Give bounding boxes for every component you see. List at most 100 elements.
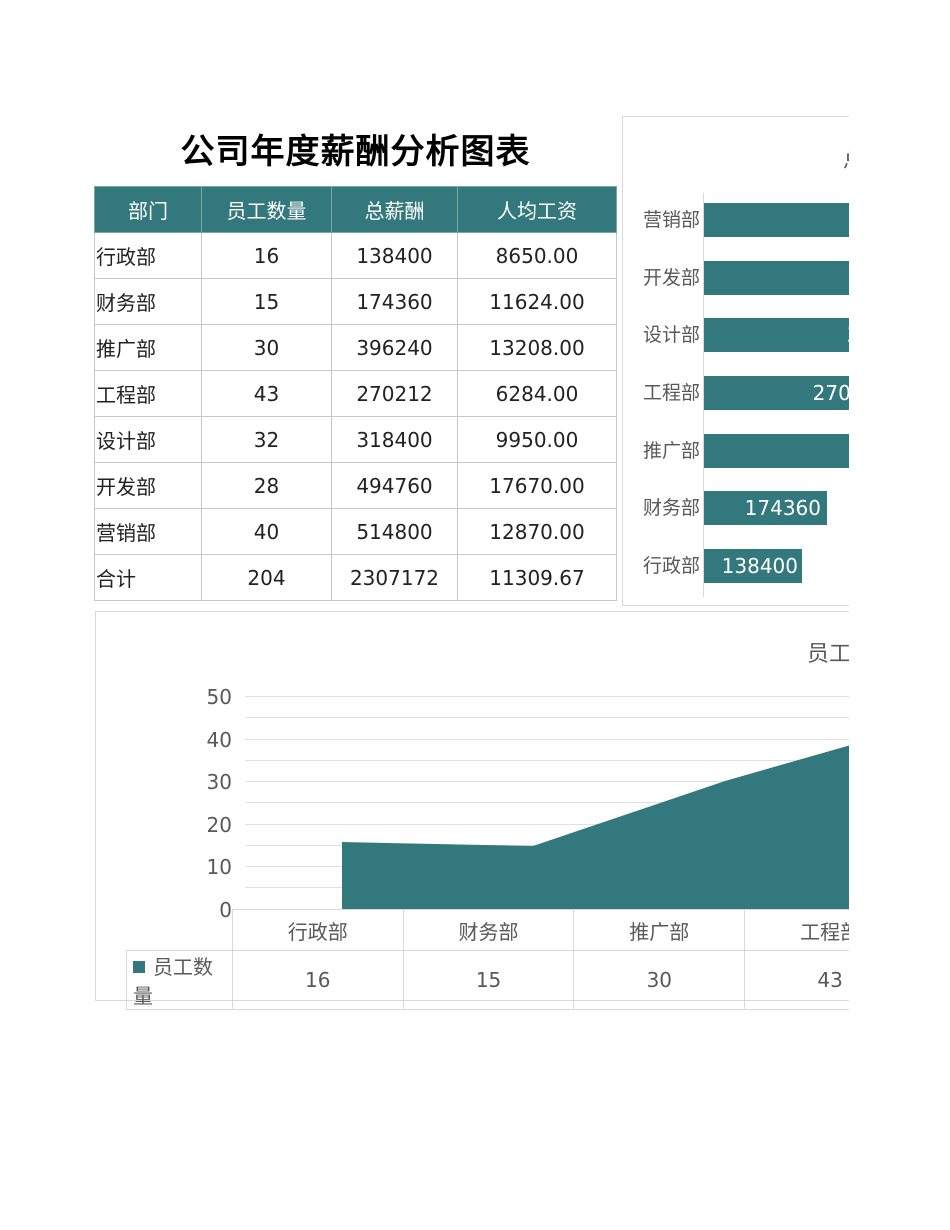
cell-dept[interactable]: 行政部 <box>94 232 202 279</box>
cell-count[interactable]: 204 <box>201 554 332 601</box>
table-row: 营销部 40 514800 12870.00 <box>94 508 617 555</box>
cell-count[interactable]: 15 <box>201 278 332 325</box>
gridline <box>245 824 849 825</box>
sheet-page: 公司年度薪酬分析图表 部门 员工数量 总薪酬 人均工资 行政部 16 13840… <box>94 116 849 1010</box>
chart-data-table: 行政部 财务部 推广部 工程部 员工数量 16 15 30 43 <box>126 909 849 1010</box>
gridline <box>245 696 849 697</box>
legend-entry[interactable]: 员工数量 <box>126 950 233 1010</box>
y-tick: 10 <box>206 855 232 879</box>
bar-chart-title: 总 <box>843 143 849 175</box>
bar-label: 工程部 <box>642 382 700 404</box>
cell-avg[interactable]: 8650.00 <box>457 232 617 279</box>
cell-avg[interactable]: 11624.00 <box>457 278 617 325</box>
header-total: 总薪酬 <box>331 186 458 233</box>
bar-value: 174360 <box>744 496 821 520</box>
cell-avg[interactable]: 9950.00 <box>457 416 617 463</box>
category-label: 财务部 <box>402 909 575 951</box>
bar-row: 工程部 270212 <box>623 376 849 410</box>
data-value: 15 <box>402 950 575 1010</box>
y-tick: 30 <box>206 770 232 794</box>
table-row: 工程部 43 270212 6284.00 <box>94 370 617 417</box>
area-chart-title: 员工 <box>807 642 849 667</box>
bar-value: 138400 <box>721 554 798 578</box>
total-salary-bar-chart[interactable]: 总 营销部 514800 开发部 494760 设计部 318400 工程部 2… <box>622 116 849 606</box>
gridline <box>245 781 849 782</box>
bar[interactable]: 494760 <box>704 261 849 295</box>
bar-label: 开发部 <box>642 267 700 289</box>
bar-row: 财务部 174360 <box>623 491 849 525</box>
cell-total[interactable]: 2307172 <box>331 554 458 601</box>
cell-total[interactable]: 318400 <box>331 416 458 463</box>
data-value: 30 <box>573 950 746 1010</box>
cell-avg[interactable]: 12870.00 <box>457 508 617 555</box>
bar-row: 行政部 138400 <box>623 549 849 583</box>
cell-dept[interactable]: 设计部 <box>94 416 202 463</box>
cell-count[interactable]: 32 <box>201 416 332 463</box>
table-total-row: 合计 204 2307172 11309.67 <box>94 554 617 601</box>
cell-total[interactable]: 174360 <box>331 278 458 325</box>
bar-row: 营销部 514800 <box>623 203 849 237</box>
cell-dept[interactable]: 营销部 <box>94 508 202 555</box>
salary-table: 部门 员工数量 总薪酬 人均工资 行政部 16 138400 8650.00 财… <box>94 186 617 601</box>
cell-avg[interactable]: 17670.00 <box>457 462 617 509</box>
cell-dept[interactable]: 开发部 <box>94 462 202 509</box>
cell-count[interactable]: 43 <box>201 370 332 417</box>
gridline <box>245 739 849 740</box>
bar[interactable]: 138400 <box>704 549 802 583</box>
bar[interactable]: 174360 <box>704 491 827 525</box>
bar-value: 270212 <box>812 381 849 405</box>
gridline <box>245 717 849 718</box>
bar[interactable]: 270212 <box>704 376 849 410</box>
y-tick: 20 <box>206 813 232 837</box>
cell-dept[interactable]: 财务部 <box>94 278 202 325</box>
table-row: 行政部 16 138400 8650.00 <box>94 232 617 279</box>
category-label: 工程部 <box>744 909 849 951</box>
cell-total[interactable]: 270212 <box>331 370 458 417</box>
employee-count-area-chart[interactable]: 员工 50 40 30 20 10 0 行政部 财务部 推广部 工程部 <box>95 611 849 1010</box>
cell-avg[interactable]: 13208.00 <box>457 324 617 371</box>
area-series[interactable] <box>96 612 849 1000</box>
bar[interactable]: 514800 <box>704 203 849 237</box>
bar-row: 开发部 494760 <box>623 261 849 295</box>
cell-avg[interactable]: 11309.67 <box>457 554 617 601</box>
bar-label: 推广部 <box>642 440 700 462</box>
bar-label: 营销部 <box>642 209 700 231</box>
bar[interactable]: 318400 <box>704 318 849 352</box>
cell-total[interactable]: 514800 <box>331 508 458 555</box>
y-tick: 40 <box>206 728 232 752</box>
cell-count[interactable]: 16 <box>201 232 332 279</box>
bar-chart-axis <box>703 193 704 597</box>
bar-label: 设计部 <box>642 324 700 346</box>
bar[interactable]: 396240 <box>704 434 849 468</box>
bar-row: 设计部 318400 <box>623 318 849 352</box>
table-header-row: 部门 员工数量 总薪酬 人均工资 <box>94 186 617 233</box>
category-label: 推广部 <box>573 909 746 951</box>
header-count: 员工数量 <box>201 186 332 233</box>
table-row: 财务部 15 174360 11624.00 <box>94 278 617 325</box>
cell-total[interactable]: 138400 <box>331 232 458 279</box>
gridline <box>245 802 849 803</box>
legend-label: 员工数量 <box>133 955 213 1008</box>
cell-dept[interactable]: 推广部 <box>94 324 202 371</box>
page-title: 公司年度薪酬分析图表 <box>180 132 531 172</box>
cell-count[interactable]: 28 <box>201 462 332 509</box>
cell-dept[interactable]: 工程部 <box>94 370 202 417</box>
y-tick: 50 <box>206 685 232 709</box>
gridline <box>245 760 849 761</box>
cell-count[interactable]: 30 <box>201 324 332 371</box>
y-tick: 0 <box>219 898 232 922</box>
bar-value: 318400 <box>847 318 849 352</box>
table-row: 设计部 32 318400 9950.00 <box>94 416 617 463</box>
cell-total[interactable]: 396240 <box>331 324 458 371</box>
bar-label: 行政部 <box>642 555 700 577</box>
cell-dept[interactable]: 合计 <box>94 554 202 601</box>
cell-count[interactable]: 40 <box>201 508 332 555</box>
cell-avg[interactable]: 6284.00 <box>457 370 617 417</box>
legend-square-icon <box>133 960 145 973</box>
cell-total[interactable]: 494760 <box>331 462 458 509</box>
table-row: 开发部 28 494760 17670.00 <box>94 462 617 509</box>
header-dept: 部门 <box>94 186 202 233</box>
category-label: 行政部 <box>231 909 404 951</box>
bar-row: 推广部 396240 <box>623 434 849 468</box>
table-row: 推广部 30 396240 13208.00 <box>94 324 617 371</box>
